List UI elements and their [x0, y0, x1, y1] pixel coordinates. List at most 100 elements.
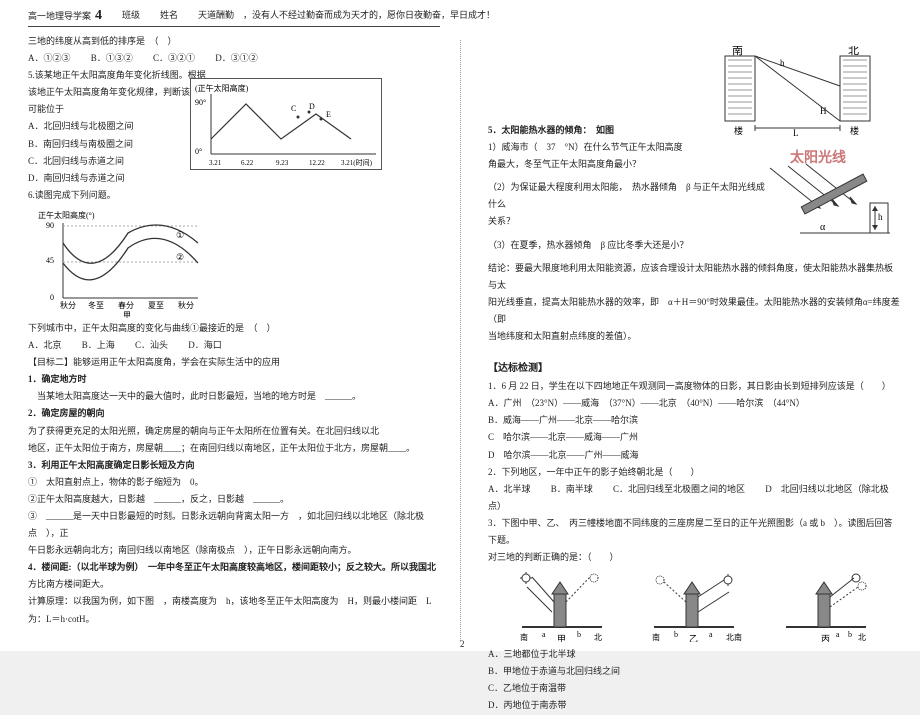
cq1a: A．广州 （23°N）——威海 （37°N）——北京 （40°N）——哈尔滨 （…: [488, 395, 900, 412]
svg-text:3.21: 3.21: [209, 159, 222, 167]
svg-text:9.23: 9.23: [276, 159, 289, 167]
opt-b: B．①③②: [91, 53, 133, 63]
r5a: 1）威海市（ 37 °N）在什么节气正午太阳高度: [488, 139, 758, 156]
q-options: A．①②③ B．①③② C．③②① D．③①②: [28, 50, 440, 67]
svg-text:C: C: [291, 104, 296, 113]
cq3: 3．下图中甲、乙、 丙三幢楼地面不同纬度的三座房屋二至日的正午光照图影（a 或 …: [488, 515, 900, 549]
chart1-ylabel: (正午太阳高度): [195, 83, 249, 93]
cq2a: A．北半球: [488, 484, 531, 494]
svg-text:12.22: 12.22: [309, 159, 325, 167]
check-title: 【达标检测】: [488, 359, 900, 374]
svg-text:北: 北: [848, 46, 859, 57]
svg-text:秋分: 秋分: [60, 300, 76, 310]
svg-text:a: a: [542, 630, 546, 639]
sec4-a: 方比南方楼间距大。: [28, 576, 440, 593]
hdr-class: 班级: [122, 8, 140, 24]
svg-text:h: h: [780, 58, 785, 68]
opt-c2: C．汕头: [135, 340, 168, 350]
svg-text:夏至: 夏至: [148, 301, 164, 310]
q5-d: D．南回归线与赤道之间: [28, 170, 440, 187]
chart1-y90: 90°: [195, 98, 206, 107]
cq1c: C 哈尔滨——北京——威海——广州: [488, 429, 900, 446]
opt-c: C．③②①: [153, 53, 195, 63]
svg-text:南: 南: [520, 632, 528, 642]
svg-text:春分: 春分: [118, 300, 134, 310]
svg-text:6.22: 6.22: [241, 159, 254, 167]
cq1: 1．6 月 22 日，学生在以下四地地正午观测同一高度物体的日影，其日影由长到短…: [488, 378, 900, 395]
sec1-title: 1．确定地方时: [28, 371, 440, 388]
r5f: 结论：要最大限度地利用太阳能资源，应该合理设计太阳能热水器的倾斜角度，使太阳能热…: [488, 260, 900, 294]
svg-text:甲: 甲: [557, 634, 566, 642]
sec2-title: 2．确定房屋的朝向: [28, 405, 440, 422]
shadow-diagram: ab 南北 甲 ba 南北南 乙: [496, 572, 892, 642]
opt-a: A．①②③: [28, 53, 71, 63]
page-number: 2: [460, 639, 465, 649]
cq1b: B．威海——广州——北京——哈尔滨: [488, 412, 900, 429]
svg-text:丙: 丙: [821, 634, 830, 642]
svg-text:H: H: [820, 106, 827, 116]
sec4-b: 计算原理：以我国为例，如下图 ，南楼高度为 h，该地冬至正午太阳高度为 H，则最…: [28, 593, 440, 627]
svg-text:a: a: [709, 630, 713, 639]
hdr-left: 高一地理导学案: [28, 11, 91, 21]
r5h: 当地纬度和太阳直射点纬度的差值）。: [488, 328, 900, 345]
svg-text:甲: 甲: [123, 311, 131, 318]
cq2: 2．下列地区，一年中正午的影子始终朝北是（ ）: [488, 464, 900, 481]
ans-d: D．丙地位于南赤带: [488, 697, 900, 714]
svg-text:乙: 乙: [689, 634, 698, 642]
r5g: 阳光线垂直，提高太阳能热水器的效率，即 α＋H＝90°时效果最佳。太阳能热水器的…: [488, 294, 900, 328]
cq3s: 对三地的判断正确的是：（ ）: [488, 549, 900, 566]
cq2c: C．北回归线至北极圈之间的地区: [613, 484, 745, 494]
sine-chart: 正午太阳高度(°) 90 45 0 ① ② 秋分 冬至 春分 夏至 秋分 甲: [38, 208, 208, 318]
cq2-opts: A．北半球 B．南半球 C．北回归线至北极圈之间的地区 D 北回归线以北地区（除…: [488, 481, 900, 515]
svg-text:90: 90: [46, 221, 54, 230]
svg-text:E: E: [326, 110, 331, 119]
svg-text:南: 南: [652, 632, 660, 642]
opt-d2: D．海口: [188, 340, 222, 350]
cq2b: B．南半球: [551, 484, 593, 494]
sec2-a: 为了获得更充足的太阳光照，确定房屋的朝向与正午太阳所在位置有关。在北回归线以北: [28, 423, 440, 440]
sec3-d: 午日影永远朝向北方；南回归线以南地区（除南极点 ），正午日影永远朝向南方。: [28, 542, 440, 559]
sec3-b: ②正午太阳高度越大，日影越 ______，反之，日影越 ______。: [28, 491, 440, 508]
svg-text:0: 0: [50, 293, 54, 302]
svg-text:①: ①: [176, 230, 184, 240]
hdr-name: 姓名: [160, 8, 178, 24]
svg-text:北南: 北南: [726, 632, 742, 642]
sec2-b: 地区，正午太阳位于南方，房屋朝____；在南回归线以南地区，正午太阳位于北方，房…: [28, 440, 440, 457]
svg-text:h: h: [878, 212, 883, 222]
opt-b2: B．上海: [82, 340, 115, 350]
q-curve-opts: A．北京 B．上海 C．汕头 D．海口: [28, 337, 440, 354]
svg-text:D: D: [309, 102, 315, 111]
svg-text:楼: 楼: [850, 125, 859, 136]
svg-text:冬至: 冬至: [88, 300, 104, 310]
svg-text:南: 南: [732, 46, 743, 57]
ans-a: A．三地都位于北半球: [488, 646, 900, 663]
svg-text:秋分: 秋分: [178, 300, 194, 310]
svg-text:b: b: [674, 630, 678, 639]
page-header: 高一地理导学案4 班级 姓名 天道酬勤 ，没有人不经过勤奋而成为天才的，愿你日夜…: [28, 8, 440, 27]
hdr-motto: 天道酬勤 ，没有人不经过勤奋而成为天才的，愿你日夜勤奋，早日成才！: [198, 8, 495, 24]
q-curve-stem: 下列城市中，正午太阳高度的变化与曲线①最接近的是 （ ）: [28, 320, 440, 337]
building-diagram: h H L 南 北 楼 楼: [720, 46, 890, 136]
goal2: 【目标二】能够运用正午太阳高度角，学会在实际生活中的应用: [28, 354, 440, 371]
hdr-num: 4: [95, 8, 102, 23]
opt-a2: A．北京: [28, 340, 62, 350]
q5-stem: 5.该某地正午太阳高度角年变化折线图。根据该地正午太阳高度角年变化规律，判断该地…: [28, 67, 208, 118]
sec4-title: 4．楼间距:（以北半球为例） 一年中冬至正午太阳高度较高地区，楼间距较小；反之较…: [28, 559, 440, 576]
solar-diagram: 太阳光线 α h: [750, 148, 900, 248]
sec3-c: ③ ______是一天中日影最短的时刻。日影永远朝向背离太阳一方 ，如北回归线以…: [28, 508, 440, 542]
opt-d: D．③①②: [215, 53, 258, 63]
svg-text:②: ②: [176, 252, 184, 262]
svg-text:a: a: [836, 630, 840, 639]
sec1-body: 当某地太阳高度达一天中的最大值时，此时日影最短，当地的地方时是 ______。: [28, 388, 440, 405]
svg-text:北: 北: [858, 633, 866, 642]
svg-text:α: α: [820, 222, 826, 233]
svg-text:正午太阳高度(°): 正午太阳高度(°): [38, 210, 95, 220]
svg-text:45: 45: [46, 256, 54, 265]
svg-text:楼: 楼: [734, 125, 743, 136]
svg-text:北: 北: [594, 633, 602, 642]
svg-text:L: L: [793, 128, 799, 136]
svg-text:太阳光线: 太阳光线: [790, 149, 846, 166]
svg-text:3.21(时间): 3.21(时间): [341, 158, 373, 167]
sun-altitude-chart: (正午太阳高度) 90° 0° C D E 3.21 6.22 9.23 12.…: [190, 78, 382, 170]
ans-c: C．乙地位于南温带: [488, 680, 900, 697]
